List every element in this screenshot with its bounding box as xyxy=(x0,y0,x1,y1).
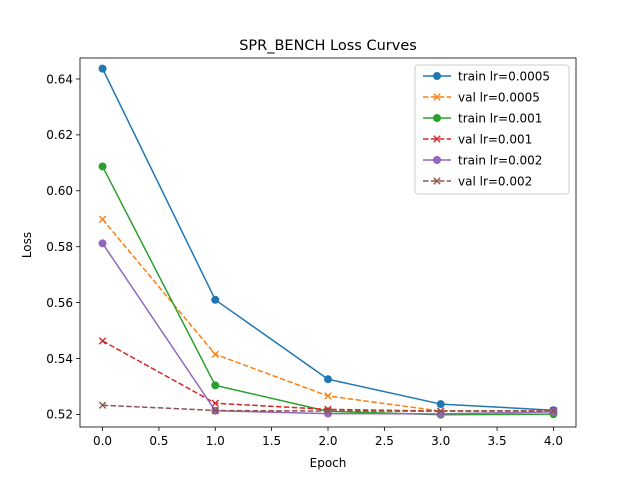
data-point xyxy=(324,407,332,415)
series-5 xyxy=(98,401,558,415)
data-point xyxy=(211,406,219,415)
x-tick-label: 2.5 xyxy=(375,434,394,448)
legend-label: val lr=0.0005 xyxy=(458,90,540,104)
legend-label: train lr=0.001 xyxy=(458,111,542,125)
data-point xyxy=(211,399,219,407)
data-point xyxy=(98,239,107,248)
legend-item: val lr=0.002 xyxy=(423,174,532,188)
data-point xyxy=(324,375,332,384)
data-point xyxy=(549,407,558,416)
x-tick-label: 0.5 xyxy=(149,434,168,448)
y-tick-label: 0.64 xyxy=(46,72,73,86)
legend-item: train lr=0.0005 xyxy=(423,69,550,83)
legend-label: val lr=0.002 xyxy=(458,174,532,188)
legend-swatch-marker xyxy=(433,156,441,164)
x-tick-label: 3.0 xyxy=(431,434,450,448)
x-tick-label: 1.0 xyxy=(206,434,225,448)
data-point xyxy=(98,64,107,73)
y-tick-label: 0.62 xyxy=(46,128,73,142)
y-tick-label: 0.56 xyxy=(46,296,73,310)
data-point xyxy=(549,407,558,415)
legend-box xyxy=(414,64,570,195)
legend-item: train lr=0.001 xyxy=(423,111,542,125)
legend-swatch-marker xyxy=(433,93,441,101)
x-tick-label: 0.0 xyxy=(93,434,112,448)
data-point xyxy=(436,400,445,409)
legend-swatch-marker xyxy=(433,114,441,122)
x-axis-label: Epoch xyxy=(310,456,347,470)
x-tick-label: 3.5 xyxy=(488,434,507,448)
data-point xyxy=(437,407,445,415)
data-point xyxy=(98,162,107,171)
legend: train lr=0.0005 val lr=0.0005 train lr=0.0… xyxy=(414,64,570,195)
data-point xyxy=(211,381,220,390)
data-point xyxy=(98,215,107,223)
data-point xyxy=(98,401,107,409)
legend-label: train lr=0.002 xyxy=(458,153,542,167)
legend-swatch-marker xyxy=(433,135,441,143)
y-tick-label: 0.60 xyxy=(46,184,73,198)
y-tick-label: 0.58 xyxy=(46,240,73,254)
axes-frame xyxy=(79,57,577,428)
data-point xyxy=(98,337,107,345)
x-tick-label: 1.5 xyxy=(262,434,281,448)
y-axis-label: Loss xyxy=(20,232,34,258)
x-tick-label: 4.0 xyxy=(544,434,563,448)
legend-label: train lr=0.0005 xyxy=(458,69,550,83)
data-point xyxy=(436,409,445,418)
y-tick-label: 0.52 xyxy=(46,408,73,422)
data-point xyxy=(211,295,220,304)
data-point xyxy=(324,392,332,400)
legend-swatch-marker xyxy=(433,72,441,80)
x-tick-label: 2.0 xyxy=(318,434,337,448)
legend-item: val lr=0.0005 xyxy=(423,90,540,104)
legend-item: train lr=0.002 xyxy=(423,153,542,167)
data-point xyxy=(211,350,219,359)
y-tick-label: 0.54 xyxy=(46,352,73,366)
legend-item: val lr=0.001 xyxy=(423,132,532,146)
legend-label: val lr=0.001 xyxy=(458,132,532,146)
chart-title: SPR_BENCH Loss Curves xyxy=(239,38,417,54)
plot-area: 0.0 0.5 1.0 1.5 2.0 2.5 3.0 3.5 4.0 0.52 0.54 0.56 0… xyxy=(46,57,577,448)
legend-swatch-marker xyxy=(433,177,441,185)
